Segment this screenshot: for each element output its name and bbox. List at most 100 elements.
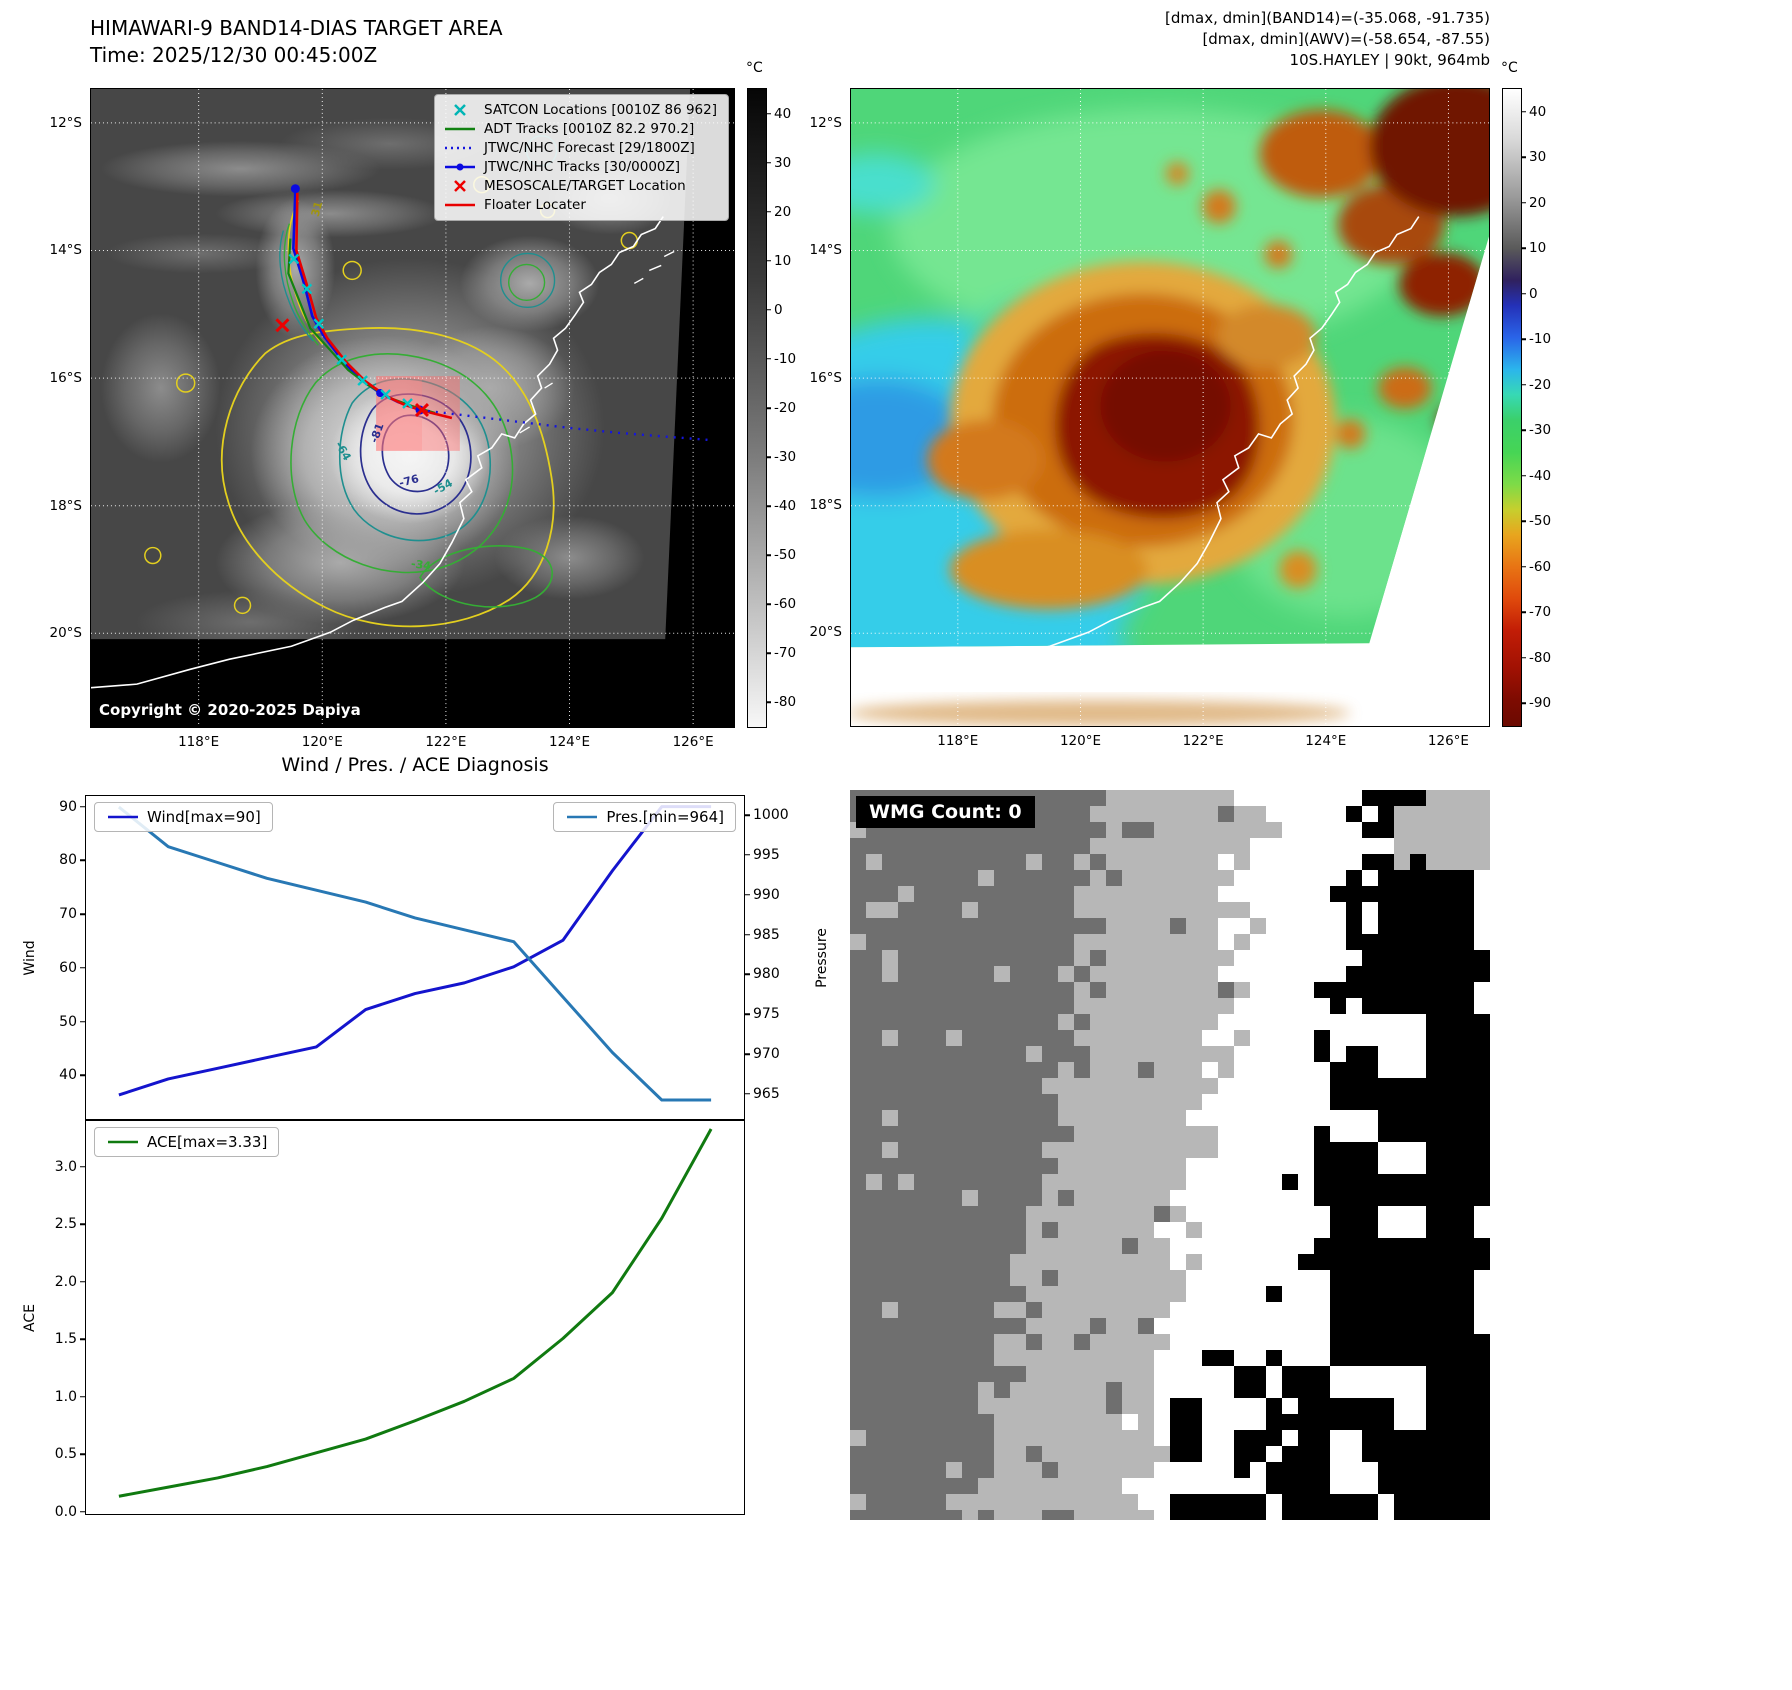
colorbar-tick-mark: [1521, 566, 1526, 568]
colorbar-tick-mark: [1521, 338, 1526, 340]
colorbar-tick-label: -50: [774, 547, 797, 564]
awv-header-line3: 10S.HAYLEY | 90kt, 964mb: [1289, 51, 1490, 69]
wind-tick-mark: [80, 913, 86, 915]
colorbar-tick-mark: [1521, 475, 1526, 477]
colorbar-tick-label: -70: [774, 645, 797, 662]
colorbar-tick-mark: [766, 260, 771, 262]
wind-tick-mark: [80, 1020, 86, 1023]
colorbar-tick-mark: [1521, 383, 1526, 386]
ace-plot-area: [118, 1128, 713, 1498]
x-tick-label: 118°E: [937, 733, 979, 749]
legend-sample-line-icon: [567, 815, 598, 819]
x-tick-label: 124°E: [548, 734, 591, 750]
wind-tick-mark: [80, 805, 86, 808]
pressure-tick-mark: [744, 1013, 750, 1015]
series-wind-line: [118, 805, 712, 1097]
awv-colorbar: 40 30 20 10 0 -10 -20 -30 -40 -50 -60 -70 -80 -90: [1502, 88, 1551, 727]
colorbar-tick-label: -40: [774, 498, 797, 515]
legend-entry: MESOSCALE/TARGET Location: [443, 178, 717, 194]
pressure-legend: Pres.[min=964]: [553, 802, 736, 832]
pressure-tick-mark: [744, 854, 750, 856]
map-grid: [851, 89, 1489, 726]
colorbar-tick-mark: [1521, 520, 1526, 522]
colorbar-tick-label: -60: [774, 596, 797, 613]
awv-header-line1: [dmax, dmin](BAND14)=(-35.068, -91.735): [1165, 9, 1490, 27]
colorbar-tick-label: -50: [1529, 513, 1552, 530]
contour-value-label: -34: [410, 557, 432, 573]
colorbar-tick-mark: [766, 112, 771, 115]
legend-entry: SATCON Locations [0010Z 86 962]: [443, 102, 717, 118]
band14-colorbar-unit: °C: [746, 60, 763, 76]
colorbar-tick-label: -40: [1529, 467, 1552, 484]
satcon-markers: [288, 253, 413, 409]
chart-legend-entry: Pres.[min=964]: [565, 808, 724, 826]
colorbar-tick-label: -20: [774, 400, 797, 416]
band14-title: HIMAWARI-9 BAND14-DIAS TARGET AREA: [90, 16, 503, 40]
y-tick-label: 16°S: [809, 369, 843, 386]
wind-tick-label: 70: [59, 906, 77, 923]
colorbar-tick-mark: [1521, 293, 1526, 295]
y-tick-label: 12°S: [49, 114, 83, 131]
colorbar-tick-mark: [1521, 247, 1526, 249]
legend-sample-line-marker-icon: [445, 163, 475, 171]
pressure-tick-mark: [744, 973, 750, 976]
wmg-count-label: WMG Count: 0: [856, 796, 1035, 828]
colorbar-tick-label: 40: [774, 105, 792, 122]
pressure-tick-label: 1000: [753, 807, 789, 824]
legend-sample-line-icon: [108, 815, 138, 819]
legend-entry-label: JTWC/NHC Forecast [29/1800Z]: [484, 140, 695, 156]
band14-colorbar-gradient: [748, 89, 766, 727]
pressure-tick-mark: [744, 814, 750, 816]
awv-color-field: [851, 89, 1489, 648]
x-tick-label: 120°E: [1059, 733, 1102, 749]
x-tick-label: 118°E: [178, 734, 220, 750]
colorbar-tick-mark: [1521, 156, 1526, 158]
series-pressure-line: [117, 805, 712, 1102]
ace-tick-mark: [80, 1223, 86, 1226]
wind-tick-label: 50: [59, 1013, 77, 1030]
colorbar-tick-label: 0: [774, 301, 783, 318]
ace-tick-mark: [80, 1453, 86, 1456]
wind-tick-label: 80: [59, 852, 77, 869]
pressure-tick-mark: [744, 933, 750, 936]
colorbar-tick-mark: [766, 652, 771, 655]
awv-header: [dmax, dmin](BAND14)=(-35.068, -91.735) …: [850, 8, 1490, 71]
awv-colorbar-unit: °C: [1501, 60, 1518, 76]
colorbar-tick-mark: [1521, 111, 1526, 113]
legend-sample-line-icon: [445, 127, 475, 131]
legend-entry-label: JTWC/NHC Tracks [30/0000Z]: [484, 159, 681, 175]
colorbar-tick-label: -80: [774, 694, 797, 711]
pressure-tick-label: 985: [753, 926, 780, 943]
diagnosis-title: Wind / Pres. / ACE Diagnosis: [281, 754, 549, 776]
ace-tick-mark: [80, 1396, 86, 1398]
colorbar-tick-mark: [1521, 702, 1526, 704]
colorbar-tick-label: -10: [774, 350, 797, 367]
ace-tick-mark: [80, 1338, 86, 1341]
ace-axis-label: ACE: [22, 1304, 38, 1332]
wind-tick-mark: [80, 1074, 86, 1077]
y-tick-label: 16°S: [49, 370, 83, 387]
x-tick-label: 126°E: [672, 734, 714, 750]
legend-entry-label: Floater Locater: [484, 197, 586, 213]
awv-header-line2: [dmax, dmin](AWV)=(-58.654, -87.55): [1202, 30, 1490, 48]
awv-satellite-image: [851, 89, 1489, 726]
wind-pressure-chart: Wind[max=90] Pres.[min=964] 90 80 70 60 50 40…: [59, 795, 789, 1120]
ace-tick-mark: [80, 1166, 86, 1168]
colorbar-tick-label: -80: [1529, 649, 1552, 666]
colorbar-tick-label: -90: [1529, 695, 1552, 712]
wind-pressure-plot-area: [117, 805, 712, 1102]
pressure-tick-mark: [744, 1093, 750, 1095]
islands: [519, 250, 675, 434]
pressure-tick-label: 975: [753, 1006, 780, 1023]
y-tick-label: 20°S: [809, 624, 843, 641]
x-tick-label: 124°E: [1305, 733, 1347, 749]
y-tick-label: 12°S: [809, 114, 843, 131]
mesoscale-target-sector-inner: [376, 376, 422, 451]
y-tick-label: 18°S: [809, 497, 843, 514]
colorbar-tick-label: 40: [1529, 103, 1547, 120]
colorbar-tick-mark: [1521, 202, 1526, 204]
band14-map-panel: SATCON Locations [0010Z 86 962] ADT Track…: [50, 88, 735, 750]
legend-entry: JTWC/NHC Tracks [30/0000Z]: [443, 159, 717, 175]
wind-legend: Wind[max=90]: [94, 802, 273, 832]
chart-legend-entry: Wind[max=90]: [106, 808, 261, 826]
